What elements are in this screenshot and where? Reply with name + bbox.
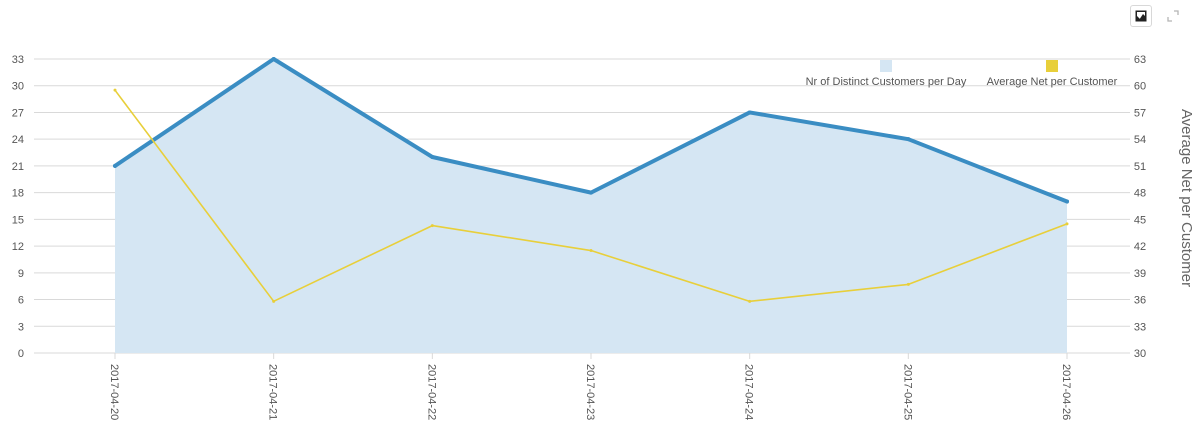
average-net-point[interactable] — [272, 299, 276, 303]
left-tick-label: 15 — [12, 214, 24, 226]
x-axis: 2017-04-20 2017-04-21 2017-04-22 2017-04-23… — [108, 353, 1072, 420]
average-net-point[interactable] — [430, 224, 434, 228]
right-tick-label: 42 — [1134, 241, 1146, 253]
legend-swatch-customers — [880, 60, 892, 72]
left-tick-label: 6 — [18, 295, 24, 307]
legend-label-average: Average Net per Customer — [987, 76, 1118, 88]
legend-swatch-average — [1046, 60, 1058, 72]
customers-point[interactable] — [271, 57, 276, 61]
left-y-axis: 0 3 6 9 12 15 18 21 24 27 30 33 — [12, 54, 24, 360]
customers-point[interactable] — [113, 163, 117, 168]
left-tick-label: 27 — [12, 107, 24, 119]
left-tick-label: 30 — [12, 81, 24, 93]
x-tick-label: 2017-04-22 — [425, 364, 437, 420]
customers-point[interactable] — [589, 190, 593, 195]
left-tick-label: 12 — [12, 241, 24, 253]
right-tick-label: 57 — [1134, 107, 1146, 119]
customers-area-fill — [115, 59, 1067, 353]
left-tick-label: 9 — [18, 268, 24, 280]
expand-icon[interactable] — [1166, 9, 1180, 23]
x-tick-label: 2017-04-24 — [743, 364, 755, 420]
right-tick-label: 48 — [1134, 188, 1146, 200]
legend-item-customers[interactable]: Nr of Distinct Customers per Day — [806, 60, 967, 88]
right-tick-label: 63 — [1134, 54, 1146, 66]
average-net-point[interactable] — [1065, 222, 1069, 226]
right-tick-label: 30 — [1134, 348, 1146, 360]
right-axis-title: Average Net per Customer — [1178, 109, 1194, 287]
x-tick-label: 2017-04-26 — [1060, 364, 1072, 420]
legend-label-customers: Nr of Distinct Customers per Day — [806, 76, 967, 88]
x-tick-label: 2017-04-23 — [584, 364, 596, 420]
right-tick-label: 39 — [1134, 268, 1146, 280]
x-tick-label: 2017-04-21 — [267, 364, 279, 420]
average-net-point[interactable] — [906, 282, 910, 286]
right-tick-label: 54 — [1134, 134, 1146, 146]
right-tick-label: 51 — [1134, 161, 1146, 173]
left-tick-label: 33 — [12, 54, 24, 66]
right-tick-label: 33 — [1134, 321, 1146, 333]
average-net-line-series — [113, 88, 1069, 303]
left-tick-label: 24 — [12, 134, 24, 146]
average-net-point[interactable] — [113, 88, 117, 92]
left-tick-label: 21 — [12, 161, 24, 173]
customers-point[interactable] — [747, 110, 752, 115]
average-net-point[interactable] — [589, 249, 593, 253]
left-tick-label: 18 — [12, 188, 24, 200]
chart-toolbar — [1130, 5, 1180, 27]
right-tick-label: 36 — [1134, 295, 1146, 307]
customers-point[interactable] — [430, 155, 435, 159]
customers-point[interactable] — [906, 137, 911, 142]
right-tick-label: 45 — [1134, 214, 1146, 226]
customers-area-series — [113, 57, 1069, 353]
left-tick-label: 3 — [18, 321, 24, 333]
legend-item-average[interactable]: Average Net per Customer — [987, 60, 1118, 88]
x-tick-label: 2017-04-20 — [108, 364, 120, 420]
customers-point[interactable] — [1065, 199, 1069, 204]
legend: Nr of Distinct Customers per Day Average… — [806, 60, 1118, 88]
right-y-axis: 30 33 36 39 42 45 48 51 54 57 60 63 — [1134, 54, 1146, 360]
right-tick-label: 60 — [1134, 81, 1146, 93]
x-tick-label: 2017-04-25 — [901, 364, 913, 420]
average-net-point[interactable] — [748, 299, 752, 303]
image-icon[interactable] — [1130, 5, 1152, 27]
left-tick-label: 0 — [18, 348, 24, 360]
